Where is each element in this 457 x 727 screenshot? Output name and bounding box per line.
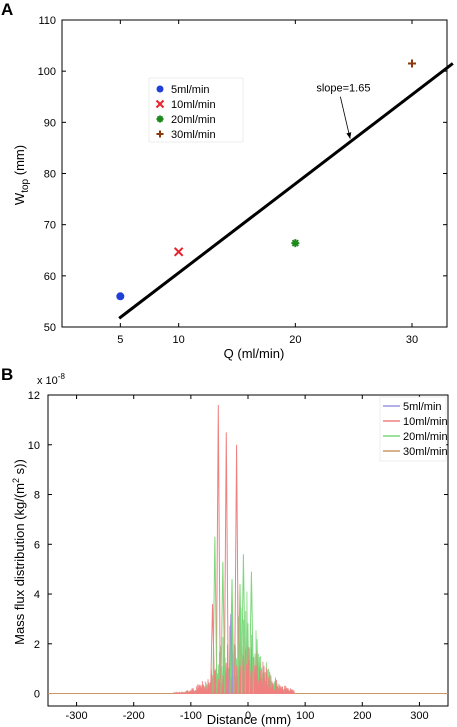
trace-peak <box>215 404 221 694</box>
panel-b-legend-items: 5ml/min 10ml/min 20ml/min 30ml/min <box>383 401 448 458</box>
trace-peak <box>223 432 229 694</box>
panel-a-legend-box <box>148 77 244 143</box>
panel-a-y-axis-label: Wtop (mm) <box>12 145 31 205</box>
panel-a-legend: 5ml/min 10ml/min 20ml/min 30ml/min <box>148 77 244 143</box>
panel-b-y-label-end: s)) <box>12 459 27 478</box>
legend-label: 5ml/min <box>171 84 210 96</box>
x-tick-label: 20 <box>289 334 301 346</box>
y-tick-label: 80 <box>44 169 56 181</box>
y-tick-label: 90 <box>44 117 56 129</box>
trace-peak <box>248 571 254 694</box>
y-tick-label: 60 <box>44 271 56 283</box>
panel-b-y-axis-label: Mass flux distribution (kg/(m2 s)) <box>11 459 27 645</box>
slope-annotation-text: slope=1.65 <box>316 83 370 95</box>
panel-b-legend: 5ml/min 10ml/min 20ml/min 30ml/min <box>379 396 448 462</box>
panel-b-x-ticks: -300 -200 -100 0 100 200 300 <box>66 395 429 722</box>
legend-marker <box>156 115 164 123</box>
panel-a-x-ticks: 5 10 20 30 <box>117 20 418 346</box>
y-tick-label: 4 <box>34 589 40 601</box>
x-tick-label: 300 <box>410 710 428 722</box>
panel-b-y-multiplier: x 10-8 <box>37 372 65 387</box>
y-tick-label: 70 <box>44 220 56 232</box>
panel-b-y-label-sup: 2 <box>11 478 21 483</box>
y-tick-label: 110 <box>38 15 56 27</box>
panel-b: B x 10-8 0 2 4 6 8 10 12 -300 -200 -100 0 100 200 30… <box>1 365 449 727</box>
panel-b-y-multiplier-base: x 10 <box>37 375 58 387</box>
panel-b-y-ticks: 0 2 4 6 8 10 12 <box>28 390 448 701</box>
y-tick-label: 6 <box>34 539 40 551</box>
x-tick-label: 0 <box>245 710 251 722</box>
trace-peak <box>212 536 218 694</box>
slope-annotation-arrowhead <box>346 132 352 139</box>
y-tick-label: 2 <box>34 639 40 651</box>
fit-line <box>118 62 454 320</box>
y-tick-label: 10 <box>28 440 40 452</box>
legend-marker <box>155 99 165 109</box>
trace-peak <box>234 444 240 694</box>
legend-label: 10ml/min <box>171 99 216 111</box>
trace-peak <box>210 603 216 694</box>
trace-10mlmin <box>173 637 295 694</box>
x-tick-label: 30 <box>406 334 418 346</box>
x-tick-label: 5 <box>117 334 123 346</box>
legend-marker <box>156 130 164 138</box>
panel-a-x-axis-label: Q (ml/min) <box>224 346 285 361</box>
panel-a: A 50 60 70 80 90 100 110 5 10 20 30 slope=1.65 5m… <box>1 0 454 361</box>
y-tick-label: 100 <box>38 66 56 78</box>
panel-b-y-label-main: Mass flux distribution (kg/(m <box>12 483 27 645</box>
trace-peak <box>220 561 226 694</box>
panel-b-y-multiplier-exp: -8 <box>58 372 66 381</box>
x-tick-label: 100 <box>296 710 314 722</box>
legend-marker <box>156 85 164 93</box>
trace-peak <box>228 613 234 694</box>
panel-a-y-label-sub: top <box>20 178 31 192</box>
y-tick-label: 8 <box>34 490 40 502</box>
trace-peak <box>229 579 235 694</box>
panel-b-label: B <box>1 365 13 384</box>
slope-annotation: slope=1.65 <box>316 83 370 139</box>
legend-label: 20ml/min <box>171 114 216 126</box>
legend-label: 30ml/min <box>171 129 216 141</box>
legend-label: 30ml/min <box>403 446 448 458</box>
legend-label: 5ml/min <box>403 401 442 413</box>
legend-label: 10ml/min <box>403 416 448 428</box>
x-tick-label: -100 <box>180 710 202 722</box>
legend-label: 20ml/min <box>403 431 448 443</box>
trace-peak <box>237 584 243 694</box>
panel-b-x-axis-label: Distance (mm) <box>207 712 292 727</box>
mass-flux-traces <box>48 404 448 695</box>
x-tick-label: 200 <box>353 710 371 722</box>
panel-a-legend-items: 5ml/min 10ml/min 20ml/min 30ml/min <box>155 84 216 141</box>
data-point-20mlmin <box>291 239 300 248</box>
y-tick-label: 12 <box>28 390 40 402</box>
panel-a-y-label-main: W <box>12 192 27 205</box>
panel-a-y-label-unit: (mm) <box>12 145 27 179</box>
y-tick-label: 50 <box>44 322 56 334</box>
panel-a-label: A <box>1 0 13 19</box>
x-tick-label: -200 <box>123 710 145 722</box>
data-point-5mlmin <box>116 292 125 301</box>
trace-peak <box>240 554 246 694</box>
panel-a-data-points <box>116 59 416 301</box>
x-tick-label: -300 <box>66 710 88 722</box>
panel-a-axes-frame <box>61 19 448 328</box>
y-tick-label: 0 <box>34 689 40 701</box>
panel-a-y-ticks: 50 60 70 80 90 100 110 <box>38 15 447 334</box>
x-tick-label: 10 <box>173 334 185 346</box>
data-point-30mlmin <box>408 59 416 68</box>
slope-annotation-arrow <box>339 96 351 139</box>
data-point-10mlmin <box>173 247 184 257</box>
